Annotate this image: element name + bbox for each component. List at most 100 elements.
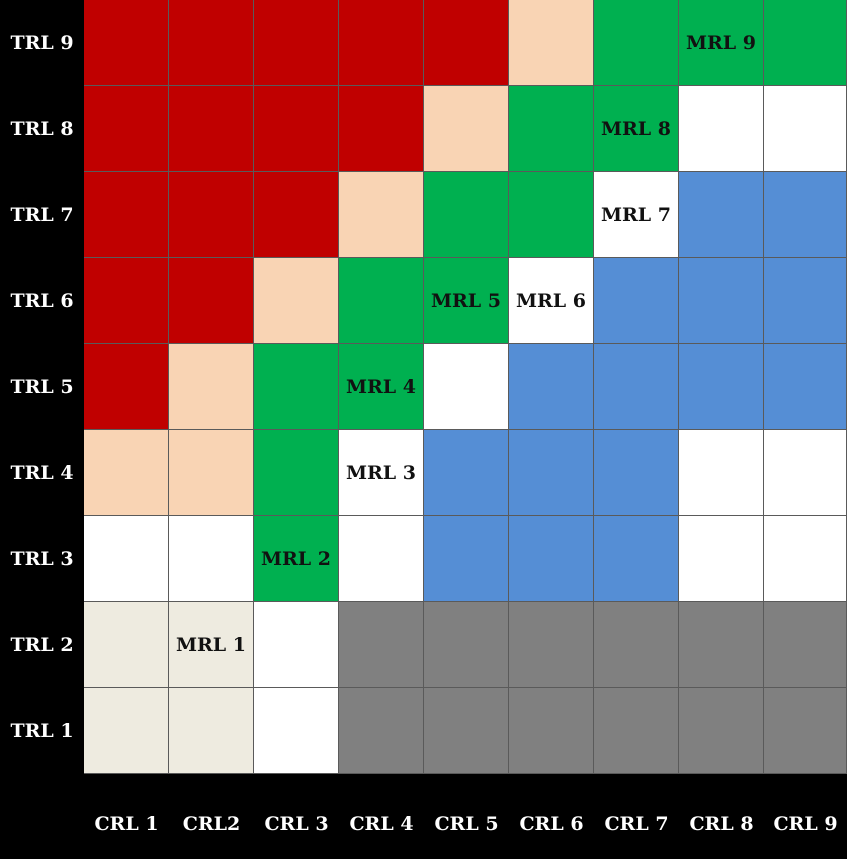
cell-r6-c9: [764, 430, 847, 516]
cell-r4-c6: MRL 6: [509, 258, 594, 344]
cell-r2-c8: [679, 86, 764, 172]
cell-r1-c9: [764, 0, 847, 86]
mrl-label: MRL 2: [260, 547, 332, 570]
mrl-label: MRL 5: [430, 289, 502, 312]
row-label-trl-9: TRL 9: [0, 0, 84, 86]
cell-r7-c3: MRL 2: [254, 516, 339, 602]
cell-r5-c4: MRL 4: [339, 344, 424, 430]
mrl-label: MRL 7: [600, 203, 672, 226]
col-label-crl-3: CRL 3: [254, 774, 339, 859]
cell-r2-c4: [339, 86, 424, 172]
cell-r3-c6: [509, 172, 594, 258]
cell-r6-c2: [169, 430, 254, 516]
cell-r8-c4: [339, 602, 424, 688]
col-label-crl-7: CRL 7: [594, 774, 679, 859]
cell-r6-c8: [679, 430, 764, 516]
col-label-crl-9: CRL 9: [764, 774, 847, 859]
cell-r6-c4: MRL 3: [339, 430, 424, 516]
cell-r3-c4: [339, 172, 424, 258]
col-label-crl-5: CRL 5: [424, 774, 509, 859]
cell-r7-c9: [764, 516, 847, 602]
cell-r4-c1: [84, 258, 169, 344]
cell-r6-c6: [509, 430, 594, 516]
cell-r2-c9: [764, 86, 847, 172]
cell-r9-c9: [764, 688, 847, 774]
col-label-crl-4: CRL 4: [339, 774, 424, 859]
cell-r6-c5: [424, 430, 509, 516]
row-label-trl-8: TRL 8: [0, 86, 84, 172]
cell-r5-c1: [84, 344, 169, 430]
cell-r7-c5: [424, 516, 509, 602]
col-label-crl2: CRL2: [169, 774, 254, 859]
cell-r1-c6: [509, 0, 594, 86]
cell-r4-c8: [679, 258, 764, 344]
mrl-label: MRL 9: [685, 31, 757, 54]
cell-r9-c8: [679, 688, 764, 774]
cell-r3-c3: [254, 172, 339, 258]
row-label-trl-6: TRL 6: [0, 258, 84, 344]
cell-r4-c4: [339, 258, 424, 344]
cell-r6-c7: [594, 430, 679, 516]
cell-r7-c6: [509, 516, 594, 602]
cell-r1-c1: [84, 0, 169, 86]
col-label-crl-1: CRL 1: [84, 774, 169, 859]
cell-r8-c7: [594, 602, 679, 688]
cell-r7-c2: [169, 516, 254, 602]
row-label-trl-2: TRL 2: [0, 602, 84, 688]
mrl-label: MRL 4: [345, 375, 417, 398]
cell-r4-c7: [594, 258, 679, 344]
cell-r3-c2: [169, 172, 254, 258]
cell-r6-c1: [84, 430, 169, 516]
cell-r1-c5: [424, 0, 509, 86]
cell-r9-c3: [254, 688, 339, 774]
cell-r9-c6: [509, 688, 594, 774]
cell-r1-c2: [169, 0, 254, 86]
cell-r1-c7: [594, 0, 679, 86]
row-label-trl-5: TRL 5: [0, 344, 84, 430]
mrl-label: MRL 1: [175, 633, 247, 656]
cell-r4-c2: [169, 258, 254, 344]
col-label-crl-8: CRL 8: [679, 774, 764, 859]
cell-r7-c4: [339, 516, 424, 602]
cell-r6-c3: [254, 430, 339, 516]
cell-r9-c1: [84, 688, 169, 774]
cell-r1-c8: MRL 9: [679, 0, 764, 86]
cell-r5-c8: [679, 344, 764, 430]
cell-r8-c8: [679, 602, 764, 688]
cell-r8-c6: [509, 602, 594, 688]
cell-r5-c6: [509, 344, 594, 430]
cell-r7-c8: [679, 516, 764, 602]
cell-r2-c5: [424, 86, 509, 172]
cell-r5-c3: [254, 344, 339, 430]
cell-r9-c5: [424, 688, 509, 774]
cell-r8-c1: [84, 602, 169, 688]
cell-r4-c9: [764, 258, 847, 344]
corner-cell: [0, 774, 84, 859]
cell-r1-c4: [339, 0, 424, 86]
cell-r8-c9: [764, 602, 847, 688]
cell-r3-c5: [424, 172, 509, 258]
cell-r9-c4: [339, 688, 424, 774]
cell-r8-c2: MRL 1: [169, 602, 254, 688]
cell-r2-c3: [254, 86, 339, 172]
cell-r5-c2: [169, 344, 254, 430]
cell-r8-c5: [424, 602, 509, 688]
row-label-trl-4: TRL 4: [0, 430, 84, 516]
cell-r7-c1: [84, 516, 169, 602]
cell-r5-c9: [764, 344, 847, 430]
cell-r8-c3: [254, 602, 339, 688]
cell-r2-c7: MRL 8: [594, 86, 679, 172]
mrl-label: MRL 6: [515, 289, 587, 312]
row-label-trl-1: TRL 1: [0, 688, 84, 774]
cell-r5-c7: [594, 344, 679, 430]
cell-r1-c3: [254, 0, 339, 86]
cell-r9-c7: [594, 688, 679, 774]
cell-r5-c5: [424, 344, 509, 430]
row-label-trl-7: TRL 7: [0, 172, 84, 258]
cell-r7-c7: [594, 516, 679, 602]
cell-r4-c5: MRL 5: [424, 258, 509, 344]
cell-r3-c8: [679, 172, 764, 258]
cell-r4-c3: [254, 258, 339, 344]
cell-r9-c2: [169, 688, 254, 774]
